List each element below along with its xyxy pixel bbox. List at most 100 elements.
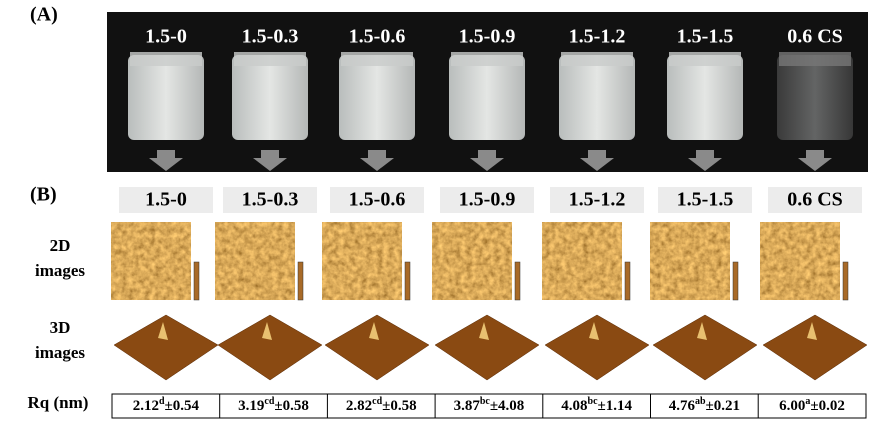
sample-header-bg xyxy=(550,187,644,213)
vial xyxy=(128,55,204,140)
rq-value: 2.82cd±0.58 xyxy=(346,396,417,414)
rq-letter: bc xyxy=(480,396,491,407)
afm-2d xyxy=(322,222,402,300)
sample-header-bg xyxy=(440,187,534,213)
vial xyxy=(339,55,415,140)
afm-3d xyxy=(434,314,540,381)
colorbar xyxy=(514,261,521,301)
sample-label: 1.5-0.3 xyxy=(242,26,299,48)
rq-value: 3.19cd±0.58 xyxy=(238,396,309,414)
sample-label: 1.5-0.9 xyxy=(459,26,516,48)
rq-sd: ±0.21 xyxy=(706,398,740,414)
afm-3d-peak xyxy=(807,322,817,340)
arrow xyxy=(798,150,832,171)
vial-cap xyxy=(341,52,413,66)
rq-sd: ±0.02 xyxy=(810,398,844,414)
rq-mean: 2.82 xyxy=(346,398,372,414)
afm-3d-peak xyxy=(589,322,599,340)
afm-3d-peak xyxy=(697,322,707,340)
afm-2d xyxy=(760,222,840,300)
sample-label: 0.6 CS xyxy=(787,26,843,48)
row-label-line: 2D xyxy=(50,236,71,255)
rq-table xyxy=(111,393,867,419)
afm-3d xyxy=(762,314,868,381)
vial-cap xyxy=(234,52,306,66)
row-label-line: images xyxy=(35,261,85,280)
panel-label: (A) xyxy=(30,4,58,26)
sample-header: 0.6 CS xyxy=(787,189,843,211)
afm-3d-peak xyxy=(262,322,272,340)
colorbar xyxy=(842,261,849,301)
arrow xyxy=(470,150,504,171)
row-label-line: 3D xyxy=(50,318,71,337)
vial xyxy=(777,55,853,140)
sample-header: 1.5-0.9 xyxy=(459,189,516,211)
vial-cap xyxy=(451,52,523,66)
rq-letter: cd xyxy=(372,396,382,407)
afm-3d-peak xyxy=(479,322,489,340)
vial-cap xyxy=(561,52,633,66)
sample-header-bg xyxy=(768,187,862,213)
rq-mean: 6.00 xyxy=(779,398,805,414)
sample-label: 1.5-1.5 xyxy=(677,26,734,48)
sample-header: 1.5-1.2 xyxy=(569,189,626,211)
rq-mean: 3.87 xyxy=(454,398,481,414)
rq-value: 2.12d±0.54 xyxy=(133,396,200,414)
rq-letter: cd xyxy=(264,396,274,407)
sample-label: 1.5-0.6 xyxy=(349,26,406,48)
rq-sd: ±1.14 xyxy=(598,398,633,414)
row-label: 2D images 3D images xyxy=(35,236,85,362)
rq-value: 3.87bc±4.08 xyxy=(454,396,525,414)
afm-3d xyxy=(544,314,650,381)
vial-cap xyxy=(130,52,202,66)
vial xyxy=(232,55,308,140)
panel-label: (B) xyxy=(30,184,57,206)
sample-header: 1.5-0 xyxy=(145,189,187,211)
colorbar xyxy=(404,261,411,301)
vial xyxy=(667,55,743,140)
sample-header-bg xyxy=(119,187,213,213)
colorbar xyxy=(732,261,739,301)
sample-header-bg xyxy=(330,187,424,213)
afm-3d-peak xyxy=(158,322,168,340)
row-label-line: images xyxy=(35,343,85,362)
rq-sd: ±0.58 xyxy=(382,398,416,414)
afm-3d xyxy=(113,314,219,381)
arrow xyxy=(149,150,183,171)
sample-header: 1.5-1.5 xyxy=(677,189,734,211)
rq-value: 4.08bc±1.14 xyxy=(561,396,632,414)
rq-value: 6.00a±0.02 xyxy=(779,396,845,414)
rq-sd: ±0.54 xyxy=(165,398,200,414)
arrow xyxy=(580,150,614,171)
afm-2d xyxy=(432,222,512,300)
rq-letter: d xyxy=(159,396,165,407)
rq-sd: ±4.08 xyxy=(490,398,524,414)
sample-label: 1.5-1.2 xyxy=(569,26,626,48)
arrow xyxy=(253,150,287,171)
sample-header-bg xyxy=(658,187,752,213)
rq-letter: ab xyxy=(695,396,706,407)
afm-3d-peak xyxy=(369,322,379,340)
rq-value: 4.76ab±0.21 xyxy=(669,396,740,414)
rq-mean: 4.76 xyxy=(669,398,696,414)
vial-cap xyxy=(669,52,741,66)
vial xyxy=(449,55,525,140)
afm-2d xyxy=(650,222,730,300)
arrow xyxy=(688,150,722,171)
rq-sd: ±0.58 xyxy=(274,398,308,414)
vial xyxy=(559,55,635,140)
rq-mean: 4.08 xyxy=(561,398,587,414)
afm-3d xyxy=(217,314,323,381)
colorbar xyxy=(624,261,631,301)
rq-mean: 3.19 xyxy=(238,398,264,414)
afm-3d xyxy=(652,314,758,381)
sample-label: 1.5-0 xyxy=(145,26,187,48)
sample-header: 1.5-0.6 xyxy=(349,189,406,211)
afm-2d xyxy=(215,222,295,300)
rq-label: Rq (nm) xyxy=(28,393,89,412)
afm-2d xyxy=(542,222,622,300)
rq-mean: 2.12 xyxy=(133,398,159,414)
afm-2d xyxy=(111,222,191,300)
colorbar xyxy=(193,261,200,301)
